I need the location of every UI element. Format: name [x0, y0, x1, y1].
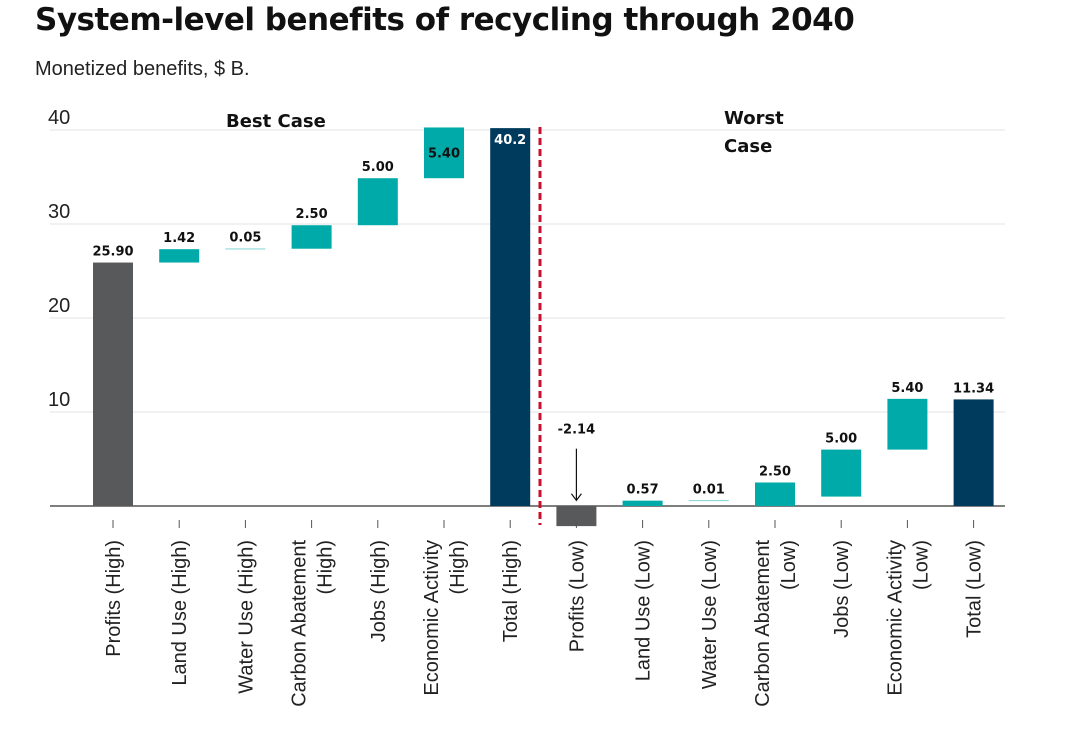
- data-label: 0.05: [229, 231, 261, 246]
- chart-title: System-level benefits of recycling throu…: [35, 2, 855, 38]
- data-label: 25.90: [92, 245, 133, 260]
- bar-profits-high-: [93, 262, 133, 506]
- data-label: -2.14: [558, 423, 595, 438]
- chart-subtitle: Monetized benefits, $ B.: [35, 58, 250, 80]
- bar-jobs-high-: [357, 178, 398, 226]
- category-label: Profits (Low): [566, 540, 588, 652]
- bar-economic-activity-low-: [887, 398, 928, 450]
- category-label: Carbon Abatement (Low): [752, 540, 800, 707]
- data-label: 40.2: [494, 133, 526, 148]
- data-label: 2.50: [296, 207, 328, 222]
- bar-total-low-: [953, 399, 994, 506]
- category-label: Jobs (High): [368, 540, 390, 642]
- arrow-head-icon: [570, 493, 582, 502]
- category-label: Land Use (High): [169, 540, 191, 686]
- bar-total-high-: [490, 128, 531, 506]
- category-label: Jobs (Low): [831, 540, 853, 638]
- data-label: 5.40: [891, 381, 923, 396]
- data-label: 0.01: [693, 483, 725, 498]
- category-label: Profits (High): [103, 540, 125, 657]
- data-label: 0.57: [627, 483, 659, 498]
- bar-water-use-high-: [225, 248, 266, 250]
- y-tick-label: 40: [48, 107, 70, 129]
- category-label: Total (Low): [964, 540, 986, 638]
- data-label: 1.42: [163, 231, 195, 246]
- y-tick-label: 10: [48, 389, 70, 411]
- data-label: 2.50: [759, 465, 791, 480]
- bar-water-use-low-: [688, 500, 729, 502]
- y-tick-label: 20: [48, 295, 70, 317]
- bar-economic-activity-high-: [424, 127, 464, 179]
- data-label: 11.34: [953, 381, 994, 396]
- data-label: 5.00: [362, 160, 394, 175]
- category-label: Economic Activity (Low): [884, 540, 932, 696]
- group-label-best: Best Case: [226, 111, 326, 132]
- bar-carbon-abatement-high-: [291, 225, 332, 249]
- category-label: Total (High): [500, 540, 522, 642]
- group-label-worst: Worst: [724, 108, 784, 129]
- bar-land-use-high-: [159, 249, 200, 263]
- bar-jobs-low-: [821, 449, 862, 497]
- data-label: 5.40: [428, 146, 460, 161]
- bar-profits-low-: [556, 506, 597, 527]
- category-label: Carbon Abatement (High): [289, 540, 337, 707]
- category-label: Water Use (High): [235, 540, 257, 694]
- bar-carbon-abatement-low-: [755, 482, 795, 506]
- data-label: 5.00: [825, 432, 857, 447]
- y-tick-label: 30: [48, 201, 70, 223]
- category-label: Land Use (Low): [633, 540, 655, 681]
- bar-land-use-low-: [622, 500, 663, 506]
- group-label-worst: Case: [724, 136, 772, 157]
- category-label: Water Use (Low): [699, 540, 721, 689]
- category-label: Economic Activity (High): [421, 540, 469, 696]
